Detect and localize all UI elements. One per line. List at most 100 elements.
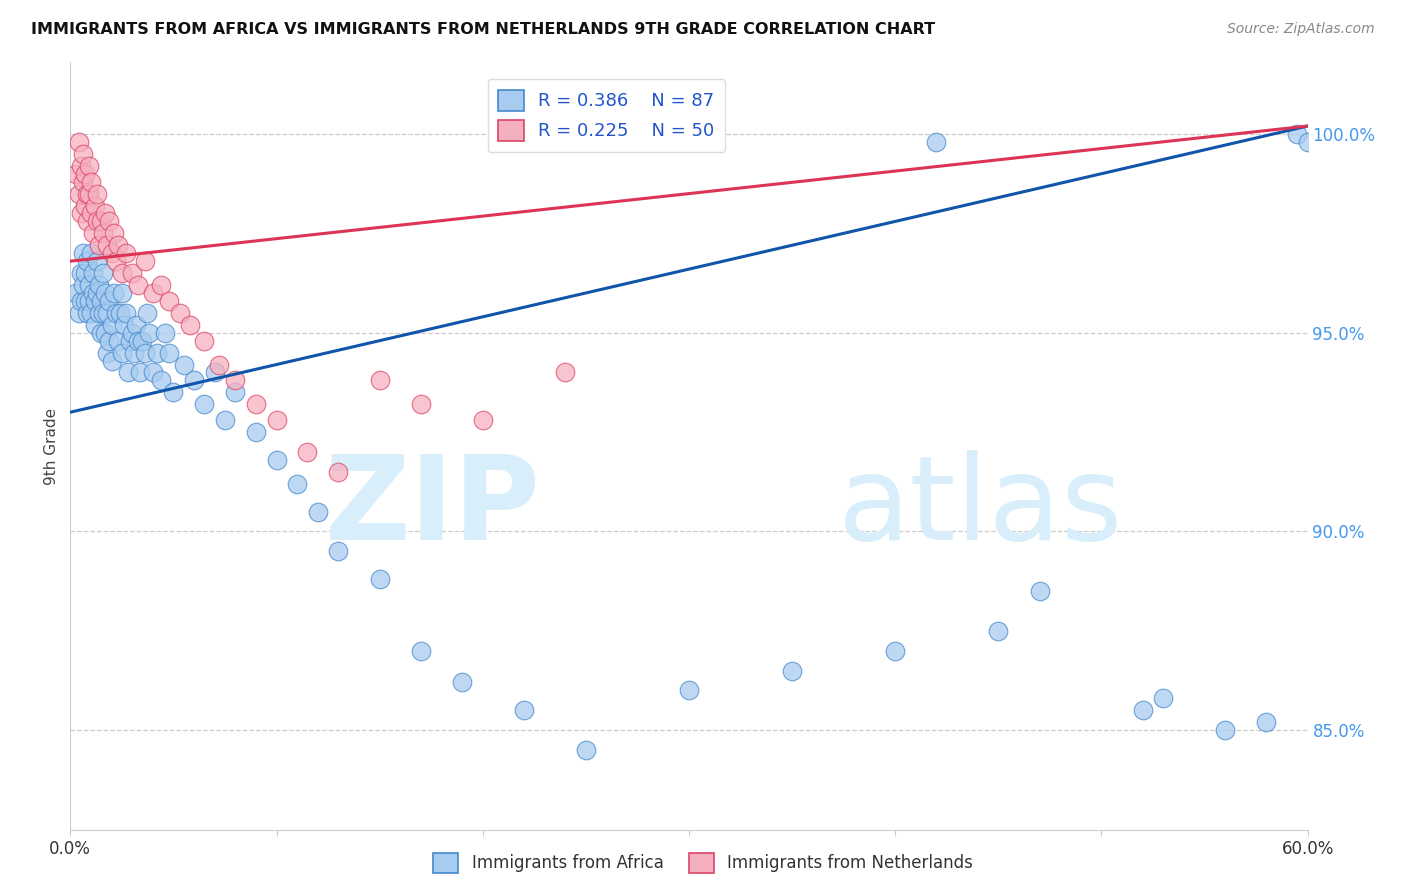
Point <box>100 246 122 260</box>
Point <box>193 397 215 411</box>
Point <box>368 373 391 387</box>
Point <box>471 413 494 427</box>
Point <box>86 254 108 268</box>
Point <box>89 278 111 293</box>
Point <box>208 358 231 372</box>
Point <box>121 326 143 340</box>
Point <box>134 345 156 359</box>
Point <box>103 285 125 300</box>
Point <box>451 675 474 690</box>
Point <box>1286 127 1309 141</box>
Point <box>120 334 142 348</box>
Legend: R = 0.386    N = 87, R = 0.225    N = 50: R = 0.386 N = 87, R = 0.225 N = 50 <box>488 79 725 152</box>
Point <box>122 345 145 359</box>
Point <box>65 167 87 181</box>
Point <box>84 198 107 212</box>
Point <box>69 293 91 308</box>
Point <box>80 175 103 189</box>
Point <box>69 266 91 280</box>
Point <box>678 683 700 698</box>
Point <box>82 227 104 241</box>
Point <box>285 476 308 491</box>
Point <box>98 214 121 228</box>
Point <box>82 266 104 280</box>
Point <box>162 385 184 400</box>
Point <box>80 306 103 320</box>
Point <box>100 318 122 332</box>
Point <box>94 326 117 340</box>
Point <box>72 278 94 293</box>
Point <box>76 186 98 201</box>
Point <box>1028 584 1050 599</box>
Point <box>77 186 100 201</box>
Point <box>266 413 288 427</box>
Point <box>150 278 173 293</box>
Point <box>987 624 1010 638</box>
Point <box>86 285 108 300</box>
Point <box>127 278 149 293</box>
Point <box>925 135 948 149</box>
Text: Source: ZipAtlas.com: Source: ZipAtlas.com <box>1227 22 1375 37</box>
Point <box>245 425 267 439</box>
Point <box>328 465 350 479</box>
Point <box>98 293 121 308</box>
Point <box>245 397 267 411</box>
Point <box>94 206 117 220</box>
Point <box>135 306 157 320</box>
Point <box>73 167 96 181</box>
Point <box>169 306 191 320</box>
Point <box>117 366 139 380</box>
Point <box>103 227 125 241</box>
Point <box>104 254 127 268</box>
Point <box>368 572 391 586</box>
Point <box>104 306 127 320</box>
Point <box>91 306 114 320</box>
Point <box>86 214 108 228</box>
Point <box>146 345 169 359</box>
Point <box>73 266 96 280</box>
Point <box>173 358 195 372</box>
Y-axis label: 9th Grade: 9th Grade <box>44 408 59 484</box>
Point <box>179 318 201 332</box>
Point <box>76 214 98 228</box>
Point <box>125 318 148 332</box>
Point <box>91 266 114 280</box>
Point <box>214 413 236 427</box>
Point <box>266 453 288 467</box>
Point <box>67 186 90 201</box>
Point <box>297 445 319 459</box>
Point <box>157 345 180 359</box>
Legend: Immigrants from Africa, Immigrants from Netherlands: Immigrants from Africa, Immigrants from … <box>426 847 980 880</box>
Point <box>73 293 96 308</box>
Point <box>1296 135 1319 149</box>
Point <box>107 238 129 252</box>
Point <box>142 366 165 380</box>
Text: ZIP: ZIP <box>325 450 540 565</box>
Point <box>86 186 108 201</box>
Point <box>121 266 143 280</box>
Point <box>91 227 114 241</box>
Point <box>76 254 98 268</box>
Point <box>129 366 152 380</box>
Point <box>153 326 176 340</box>
Point <box>90 326 112 340</box>
Point <box>65 285 87 300</box>
Point <box>575 743 598 757</box>
Point <box>1213 723 1236 738</box>
Point <box>513 703 536 717</box>
Point <box>409 643 432 657</box>
Point <box>96 238 118 252</box>
Point <box>1132 703 1154 717</box>
Point <box>89 306 111 320</box>
Point <box>77 293 100 308</box>
Point <box>107 334 129 348</box>
Point <box>90 293 112 308</box>
Point <box>89 238 111 252</box>
Point <box>193 334 215 348</box>
Point <box>112 318 135 332</box>
Point <box>884 643 907 657</box>
Point <box>69 159 91 173</box>
Point <box>554 366 576 380</box>
Point <box>157 293 180 308</box>
Point <box>224 385 246 400</box>
